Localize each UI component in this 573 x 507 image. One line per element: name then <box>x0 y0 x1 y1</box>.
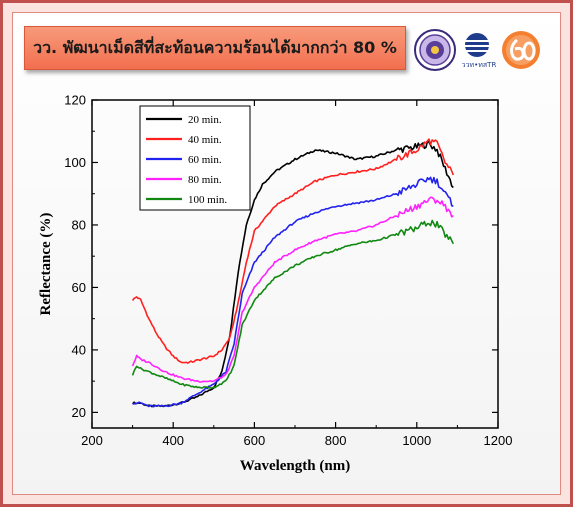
series-line-4 <box>131 196 454 383</box>
y-axis-label: Reflectance (%) <box>38 213 54 316</box>
legend-label: 100 min. <box>188 194 227 206</box>
legend-label: 60 min. <box>188 154 222 166</box>
x-tick-label: 600 <box>244 433 266 448</box>
anniversary-60-icon <box>499 28 543 72</box>
series-line-1 <box>132 140 454 408</box>
tistr-logo-text: ววท•ทสTR <box>462 61 497 69</box>
slide-panel <box>12 12 561 495</box>
x-tick-label: 1200 <box>484 433 513 448</box>
page-title: วว. พัฒนาเม็ดสีที่สะท้อนความร้อนได้มากกว… <box>33 37 397 57</box>
x-tick-label: 400 <box>162 433 184 448</box>
x-axis-label: Wavelength (nm) <box>240 458 350 474</box>
legend-label: 20 min. <box>188 114 222 126</box>
x-tick-label: 200 <box>81 433 103 448</box>
y-tick-label: 80 <box>72 217 86 232</box>
ministry-seal-icon <box>413 28 457 72</box>
y-tick-label: 100 <box>64 155 86 170</box>
legend-label: 40 min. <box>188 134 222 146</box>
y-tick-label: 40 <box>72 342 86 357</box>
x-tick-label: 1000 <box>402 433 431 448</box>
reflectance-chart: 200 400 600 800 1000 1200 20 40 60 80 100 120 Wavele… <box>38 93 513 475</box>
tistr-logo-icon: ววท•ทสTR <box>457 28 501 72</box>
series-line-5 <box>131 219 455 389</box>
title-banner: วว. พัฒนาเม็ดสีที่สะท้อนความร้อนได้มากกว… <box>24 26 406 70</box>
series-line-3 <box>132 176 454 408</box>
y-tick-label: 120 <box>64 93 86 108</box>
x-tick-label: 800 <box>325 433 347 448</box>
series-line-2 <box>131 138 455 364</box>
y-tick-label: 20 <box>72 405 86 420</box>
y-tick-label: 60 <box>72 280 86 295</box>
legend-label: 80 min. <box>188 174 222 186</box>
